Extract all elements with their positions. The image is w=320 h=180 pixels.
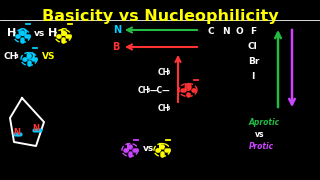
Text: N: N <box>222 27 230 36</box>
Text: VS: VS <box>42 52 55 61</box>
Text: C: C <box>208 27 215 36</box>
Text: S: S <box>59 28 67 38</box>
Text: 3: 3 <box>167 70 170 75</box>
Text: CH: CH <box>4 52 18 61</box>
Text: I: I <box>251 72 254 81</box>
Text: F: F <box>158 143 165 153</box>
Text: O: O <box>183 83 191 93</box>
Text: vs: vs <box>255 130 265 139</box>
Text: F: F <box>250 27 256 36</box>
Text: Aprotic: Aprotic <box>248 118 279 127</box>
Text: O: O <box>25 52 34 62</box>
Text: N: N <box>32 124 39 133</box>
Text: 3: 3 <box>15 54 19 59</box>
Text: 3: 3 <box>147 88 150 93</box>
Text: Br: Br <box>248 57 260 66</box>
Text: I: I <box>126 143 130 153</box>
Text: 3: 3 <box>167 106 170 111</box>
Text: vs: vs <box>143 144 154 153</box>
Text: H: H <box>7 28 16 38</box>
Text: N: N <box>13 128 20 137</box>
Text: CH: CH <box>158 104 170 113</box>
Text: —C—: —C— <box>150 86 171 95</box>
Text: Basicity vs Nucleophilicity: Basicity vs Nucleophilicity <box>42 9 278 24</box>
Text: Cl: Cl <box>248 42 258 51</box>
Text: B: B <box>112 42 119 52</box>
Text: H: H <box>48 28 57 38</box>
Text: O: O <box>236 27 244 36</box>
Text: vs: vs <box>34 29 45 38</box>
Text: CH: CH <box>138 86 150 95</box>
Text: N: N <box>113 25 121 35</box>
Text: Protic: Protic <box>249 142 274 151</box>
Text: O: O <box>18 28 28 38</box>
Text: CH: CH <box>158 68 170 77</box>
